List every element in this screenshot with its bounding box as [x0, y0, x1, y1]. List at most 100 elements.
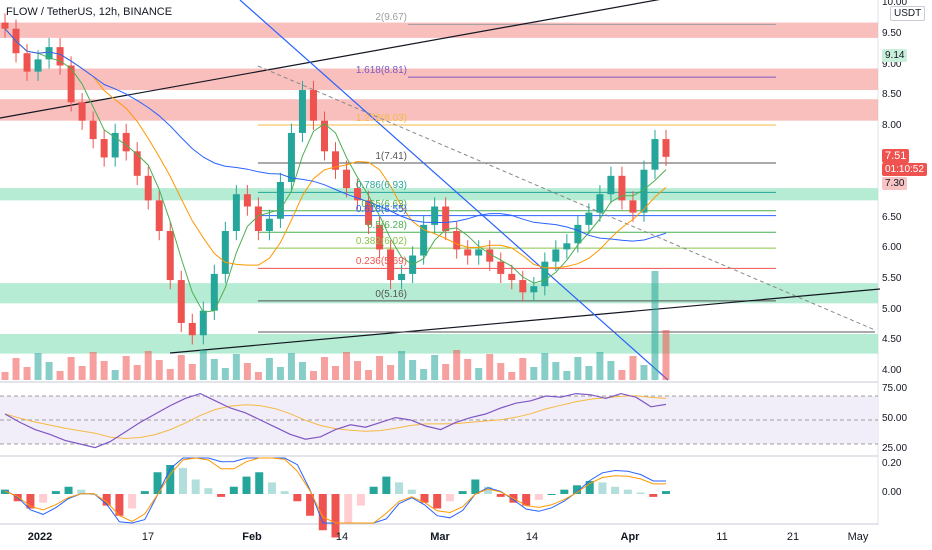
candle-body	[100, 139, 108, 158]
candle-body	[155, 200, 163, 232]
candle-body	[221, 231, 229, 274]
macd-histogram-bar	[344, 494, 353, 523]
candle-body	[651, 139, 659, 170]
fib-level-label: 0.5(6.28)	[366, 220, 407, 232]
candle-body	[67, 65, 75, 103]
macd-histogram-bar	[458, 491, 467, 494]
volume-bar	[343, 352, 351, 380]
candle-body	[89, 120, 97, 140]
macd-histogram-bar	[611, 486, 620, 494]
volume-bar	[298, 362, 306, 380]
price-tick-label: 9.00	[882, 58, 902, 70]
rsi-line	[4, 392, 667, 449]
candle-body	[23, 53, 31, 72]
candle-body	[607, 175, 615, 195]
macd-histogram-bar	[662, 491, 670, 494]
macd-histogram-bar	[178, 467, 187, 494]
macd-tick-label: 0.20	[882, 458, 902, 469]
candle-body	[45, 47, 53, 60]
macd-histogram-bar	[420, 494, 429, 503]
candle-body	[343, 169, 351, 189]
volume-bar	[607, 361, 615, 380]
candle-body	[365, 200, 373, 225]
resistance-zone	[0, 22, 878, 38]
macd-signal-line	[4, 457, 666, 524]
volume-bar	[387, 365, 395, 380]
trendline-descending	[239, 0, 669, 381]
macd-histogram-bar	[89, 494, 98, 495]
macd-histogram-bar	[39, 494, 48, 503]
fib-level-label: 0.618(6.55)	[355, 203, 407, 215]
volume-bar	[442, 364, 450, 380]
volume-bar	[475, 368, 483, 380]
ma-fast-line	[4, 28, 667, 313]
trendline-lower	[169, 288, 881, 354]
support-zone	[0, 283, 878, 304]
volume-bar	[530, 367, 538, 380]
time-tick-label: 11	[716, 531, 728, 543]
candle-body	[1, 22, 9, 29]
candle-body	[574, 224, 582, 244]
volume-bar	[166, 369, 174, 380]
candle-body	[298, 90, 306, 133]
time-tick-label: 21	[786, 531, 800, 543]
candle-body	[166, 231, 174, 281]
macd-histogram-bar	[51, 491, 60, 494]
candle-body	[376, 224, 384, 250]
volume-bar	[276, 367, 284, 380]
volume-bar	[365, 370, 373, 380]
macd-histogram-bar	[64, 486, 73, 494]
volume-bar	[111, 370, 119, 380]
time-tick-label: May	[847, 531, 869, 543]
macd-histogram-bar	[242, 476, 251, 494]
volume-bar	[243, 363, 251, 380]
candle-body	[34, 59, 42, 72]
macd-histogram-bar	[306, 494, 315, 516]
volume-bar	[651, 271, 659, 380]
volume-bar	[497, 363, 505, 380]
volume-bar	[409, 360, 417, 380]
candle-body	[287, 132, 295, 182]
volume-bar	[398, 351, 406, 380]
candle-body	[232, 194, 240, 232]
macd-histogram-bar	[26, 494, 35, 509]
volume-bar	[464, 359, 472, 380]
volume-bar	[265, 358, 273, 380]
macd-histogram-bar	[140, 491, 149, 494]
macd-histogram-bar	[636, 492, 645, 494]
time-tick-label: Apr	[620, 531, 640, 543]
fib-level-label: 1(7.41)	[375, 150, 407, 162]
macd-histogram-bar	[471, 479, 480, 494]
candle-body	[254, 206, 262, 232]
volume-bar	[56, 371, 64, 380]
currency-badge[interactable]: USDT	[890, 6, 926, 21]
rsi-tick-label: 75.00	[882, 383, 908, 394]
volume-bar	[67, 357, 75, 380]
macd-histogram-bar	[128, 494, 137, 509]
macd-histogram-bar	[598, 482, 607, 494]
candle-body	[497, 261, 505, 274]
macd-histogram-bar	[395, 482, 404, 494]
resistance-zone	[0, 68, 878, 91]
candle-body	[320, 120, 328, 152]
candle-body	[486, 249, 494, 262]
fib-level-label: 2(9.67)	[375, 12, 407, 24]
volume-bar	[188, 364, 196, 380]
macd-histogram-bar	[102, 494, 111, 506]
volume-bar	[12, 358, 20, 380]
price-tick-label: 8.50	[882, 89, 902, 101]
volume-bar	[320, 357, 328, 380]
candle-body	[541, 261, 549, 287]
macd-histogram-bar	[318, 494, 327, 531]
candle-body	[387, 249, 395, 281]
candle-body	[519, 280, 527, 293]
resistance-zone	[0, 99, 878, 121]
price-tick-label: 10.00	[882, 0, 908, 9]
macd-histogram-bar	[267, 482, 276, 494]
macd-histogram-bar	[484, 486, 493, 494]
volume-bar	[45, 362, 53, 380]
candle-body	[585, 212, 593, 225]
volume-bar	[199, 350, 207, 380]
